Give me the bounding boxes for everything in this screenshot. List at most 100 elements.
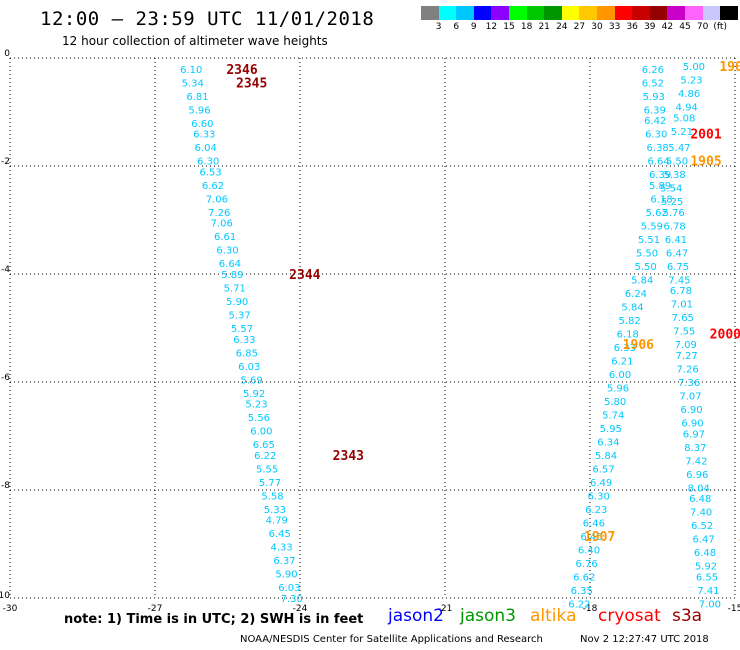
legend-label: 45 [679, 22, 691, 32]
y-tick-label: -8 [1, 481, 10, 491]
wave-height-value: 6.39 [649, 170, 671, 181]
legend-label: 18 [520, 22, 533, 32]
wave-height-value: 5.23 [680, 76, 702, 87]
time-label: 1906 [623, 338, 654, 353]
wave-height-value: 6.52 [642, 78, 664, 89]
wave-height-value: 7.41 [697, 586, 719, 597]
wave-height-value: 6.24 [625, 289, 647, 300]
time-label: 1959 [739, 530, 740, 545]
wave-height-value: 5.90 [275, 570, 297, 581]
wave-height-value: 6.23 [585, 505, 607, 516]
wave-height-value: 5.51 [638, 235, 660, 246]
wave-height-value: 6.38 [647, 143, 669, 154]
legend-swatch [508, 6, 527, 20]
wave-height-labels: 6.105.346.815.966.606.336.046.306.536.62… [180, 62, 721, 610]
wave-height-value: 6.03 [278, 583, 300, 594]
legend-label: 3 [435, 22, 442, 32]
y-tick-label: -10 [0, 591, 10, 601]
legend-label: 12 [485, 22, 498, 32]
wave-height-value: 5.55 [256, 464, 278, 475]
wave-height-value: 7.07 [679, 392, 701, 403]
wave-height-value: 6.33 [614, 343, 636, 354]
wave-height-value: 6.62 [573, 572, 595, 583]
generated-timestamp: Nov 2 12:27:47 UTC 2018 [580, 634, 709, 645]
wave-height-value: 6.81 [186, 92, 208, 103]
x-tick-label: -15 [728, 604, 740, 614]
y-tick-label: 0 [4, 49, 10, 59]
wave-height-value: 5.08 [673, 113, 695, 124]
legend-label: 6 [453, 22, 460, 32]
wave-height-value: 5.90 [226, 297, 248, 308]
wave-height-value: 5.82 [619, 316, 641, 327]
wave-height-value: 6.47 [666, 248, 688, 259]
legend-label: 70 [696, 22, 709, 32]
legend-swatch [596, 6, 615, 20]
legend-swatch [491, 6, 509, 20]
wave-height-value: 6.64 [219, 259, 241, 270]
wave-height-value: 5.25 [661, 197, 683, 208]
legend-swatch [684, 6, 703, 20]
wave-height-value: 4.33 [271, 543, 293, 554]
wave-height-value: 5.47 [668, 143, 690, 154]
legend-swatch [702, 6, 721, 20]
wave-height-value: 5.59 [641, 221, 663, 232]
wave-height-value: 6.22 [254, 451, 276, 462]
time-label: 1907 [584, 530, 615, 545]
wave-height-value: 6.55 [696, 572, 718, 583]
wave-height-value: 6.61 [214, 232, 236, 243]
wave-height-value: 5.00 [683, 62, 705, 73]
wave-height-value: 5.69 [241, 375, 263, 386]
wave-height-value: 8.04 [688, 483, 710, 494]
wave-height-value: 5.92 [243, 389, 265, 400]
wave-height-value: 6.03 [238, 362, 260, 373]
y-tick-label: -4 [1, 265, 10, 275]
wave-height-value: 6.33 [233, 335, 255, 346]
wave-height-value: 5.50 [636, 248, 658, 259]
axis-ticks: -30 -27 -24 -21 -18 -15 0 -2 -4 -6 -8 -10 [0, 49, 740, 614]
wave-height-value: 6.22 [568, 599, 590, 610]
wave-height-value: 5.84 [631, 275, 653, 286]
legend-swatch [438, 6, 457, 20]
wave-height-value: 7.26 [677, 365, 699, 376]
time-label: 1905 [690, 155, 721, 170]
wave-height-value: 6.49 [590, 478, 612, 489]
wave-height-value: 5.57 [231, 324, 253, 335]
wave-height-value: 7.45 [668, 275, 690, 286]
wave-height-value: 6.64 [648, 157, 670, 168]
wave-height-value: 5.84 [595, 451, 617, 462]
wave-height-value: 5.62 [646, 208, 668, 219]
y-tick-label: -2 [1, 157, 10, 167]
legend-label: 9 [470, 22, 477, 32]
legend-swatch [456, 6, 474, 20]
wave-height-value: 5.74 [602, 410, 624, 421]
time-label: 2001 [690, 128, 721, 143]
wave-height-value: 5.80 [604, 397, 626, 408]
wave-height-value: 7.06 [206, 194, 228, 205]
wave-height-value: 5.89 [221, 270, 243, 281]
wave-height-value: 6.76 [575, 559, 597, 570]
wave-height-value: 5.93 [643, 92, 665, 103]
legend-swatch [649, 6, 668, 20]
wave-height-value: 4.86 [678, 89, 700, 100]
wave-height-value: 6.18 [650, 194, 672, 205]
wave-height-value: 5.58 [261, 491, 283, 502]
wave-height-value: 6.45 [269, 529, 291, 540]
time-label: 2000 [710, 327, 740, 342]
wave-height-value: 6.90 [680, 405, 702, 416]
wave-height-value: 4.94 [676, 103, 698, 114]
x-tick-label: -21 [438, 604, 453, 614]
satellite-jason2: jason2 [388, 606, 444, 626]
wave-height-value: 7.26 [208, 208, 230, 219]
wave-height-value: 5.38 [663, 170, 685, 181]
wave-height-value: 7.30 [281, 594, 303, 605]
x-tick-label: -27 [148, 604, 163, 614]
wave-height-value: 6.35 [571, 586, 593, 597]
wave-height-value: 5.95 [600, 424, 622, 435]
legend-swatch [473, 6, 492, 20]
satellite-s3a: s3a [672, 606, 703, 626]
wave-height-value: 5.71 [224, 284, 246, 295]
wave-height-value: 6.62 [202, 181, 224, 192]
legend-label: 27 [573, 22, 586, 32]
wave-height-value: 7.36 [678, 378, 700, 389]
wave-height-value: 6.37 [273, 556, 295, 567]
